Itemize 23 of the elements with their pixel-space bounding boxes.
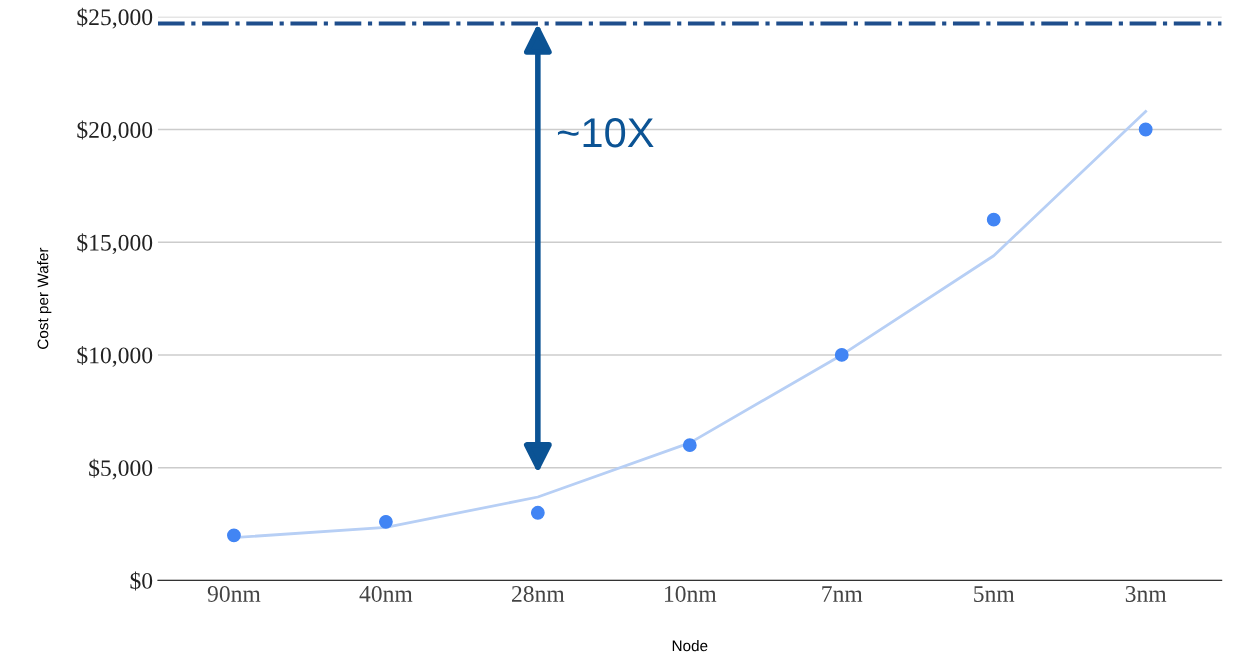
point — [834, 348, 849, 362]
x-tick-label: 90nm — [207, 585, 261, 602]
point — [1138, 122, 1153, 137]
x-tick-label: 40nm — [359, 585, 413, 602]
point — [682, 438, 697, 453]
y-tick-label: $15,000 — [77, 233, 153, 255]
y-tick-label: $25,000 — [77, 7, 153, 29]
point — [530, 505, 545, 520]
y-tick-label: $10,000 — [77, 346, 153, 367]
y-tick-label: $0 — [130, 571, 153, 591]
point — [227, 528, 241, 543]
annotation: ~10X — [557, 117, 654, 148]
x-tick-label: 3nm — [1125, 586, 1167, 602]
point — [378, 514, 393, 529]
x-tick-label: 10nm — [664, 585, 717, 602]
point — [986, 212, 1001, 227]
y-tick-label: $20,000 — [77, 120, 153, 142]
y-tick-label: $5,000 — [89, 458, 153, 480]
y-axis-title: Cost per Wafer — [37, 247, 52, 349]
x-axis-title: Node — [672, 640, 708, 652]
x-tick-label: 5nm — [974, 586, 1015, 602]
x-tick-label: 7nm — [822, 586, 863, 602]
x-tick-label: 28nm — [511, 585, 565, 602]
